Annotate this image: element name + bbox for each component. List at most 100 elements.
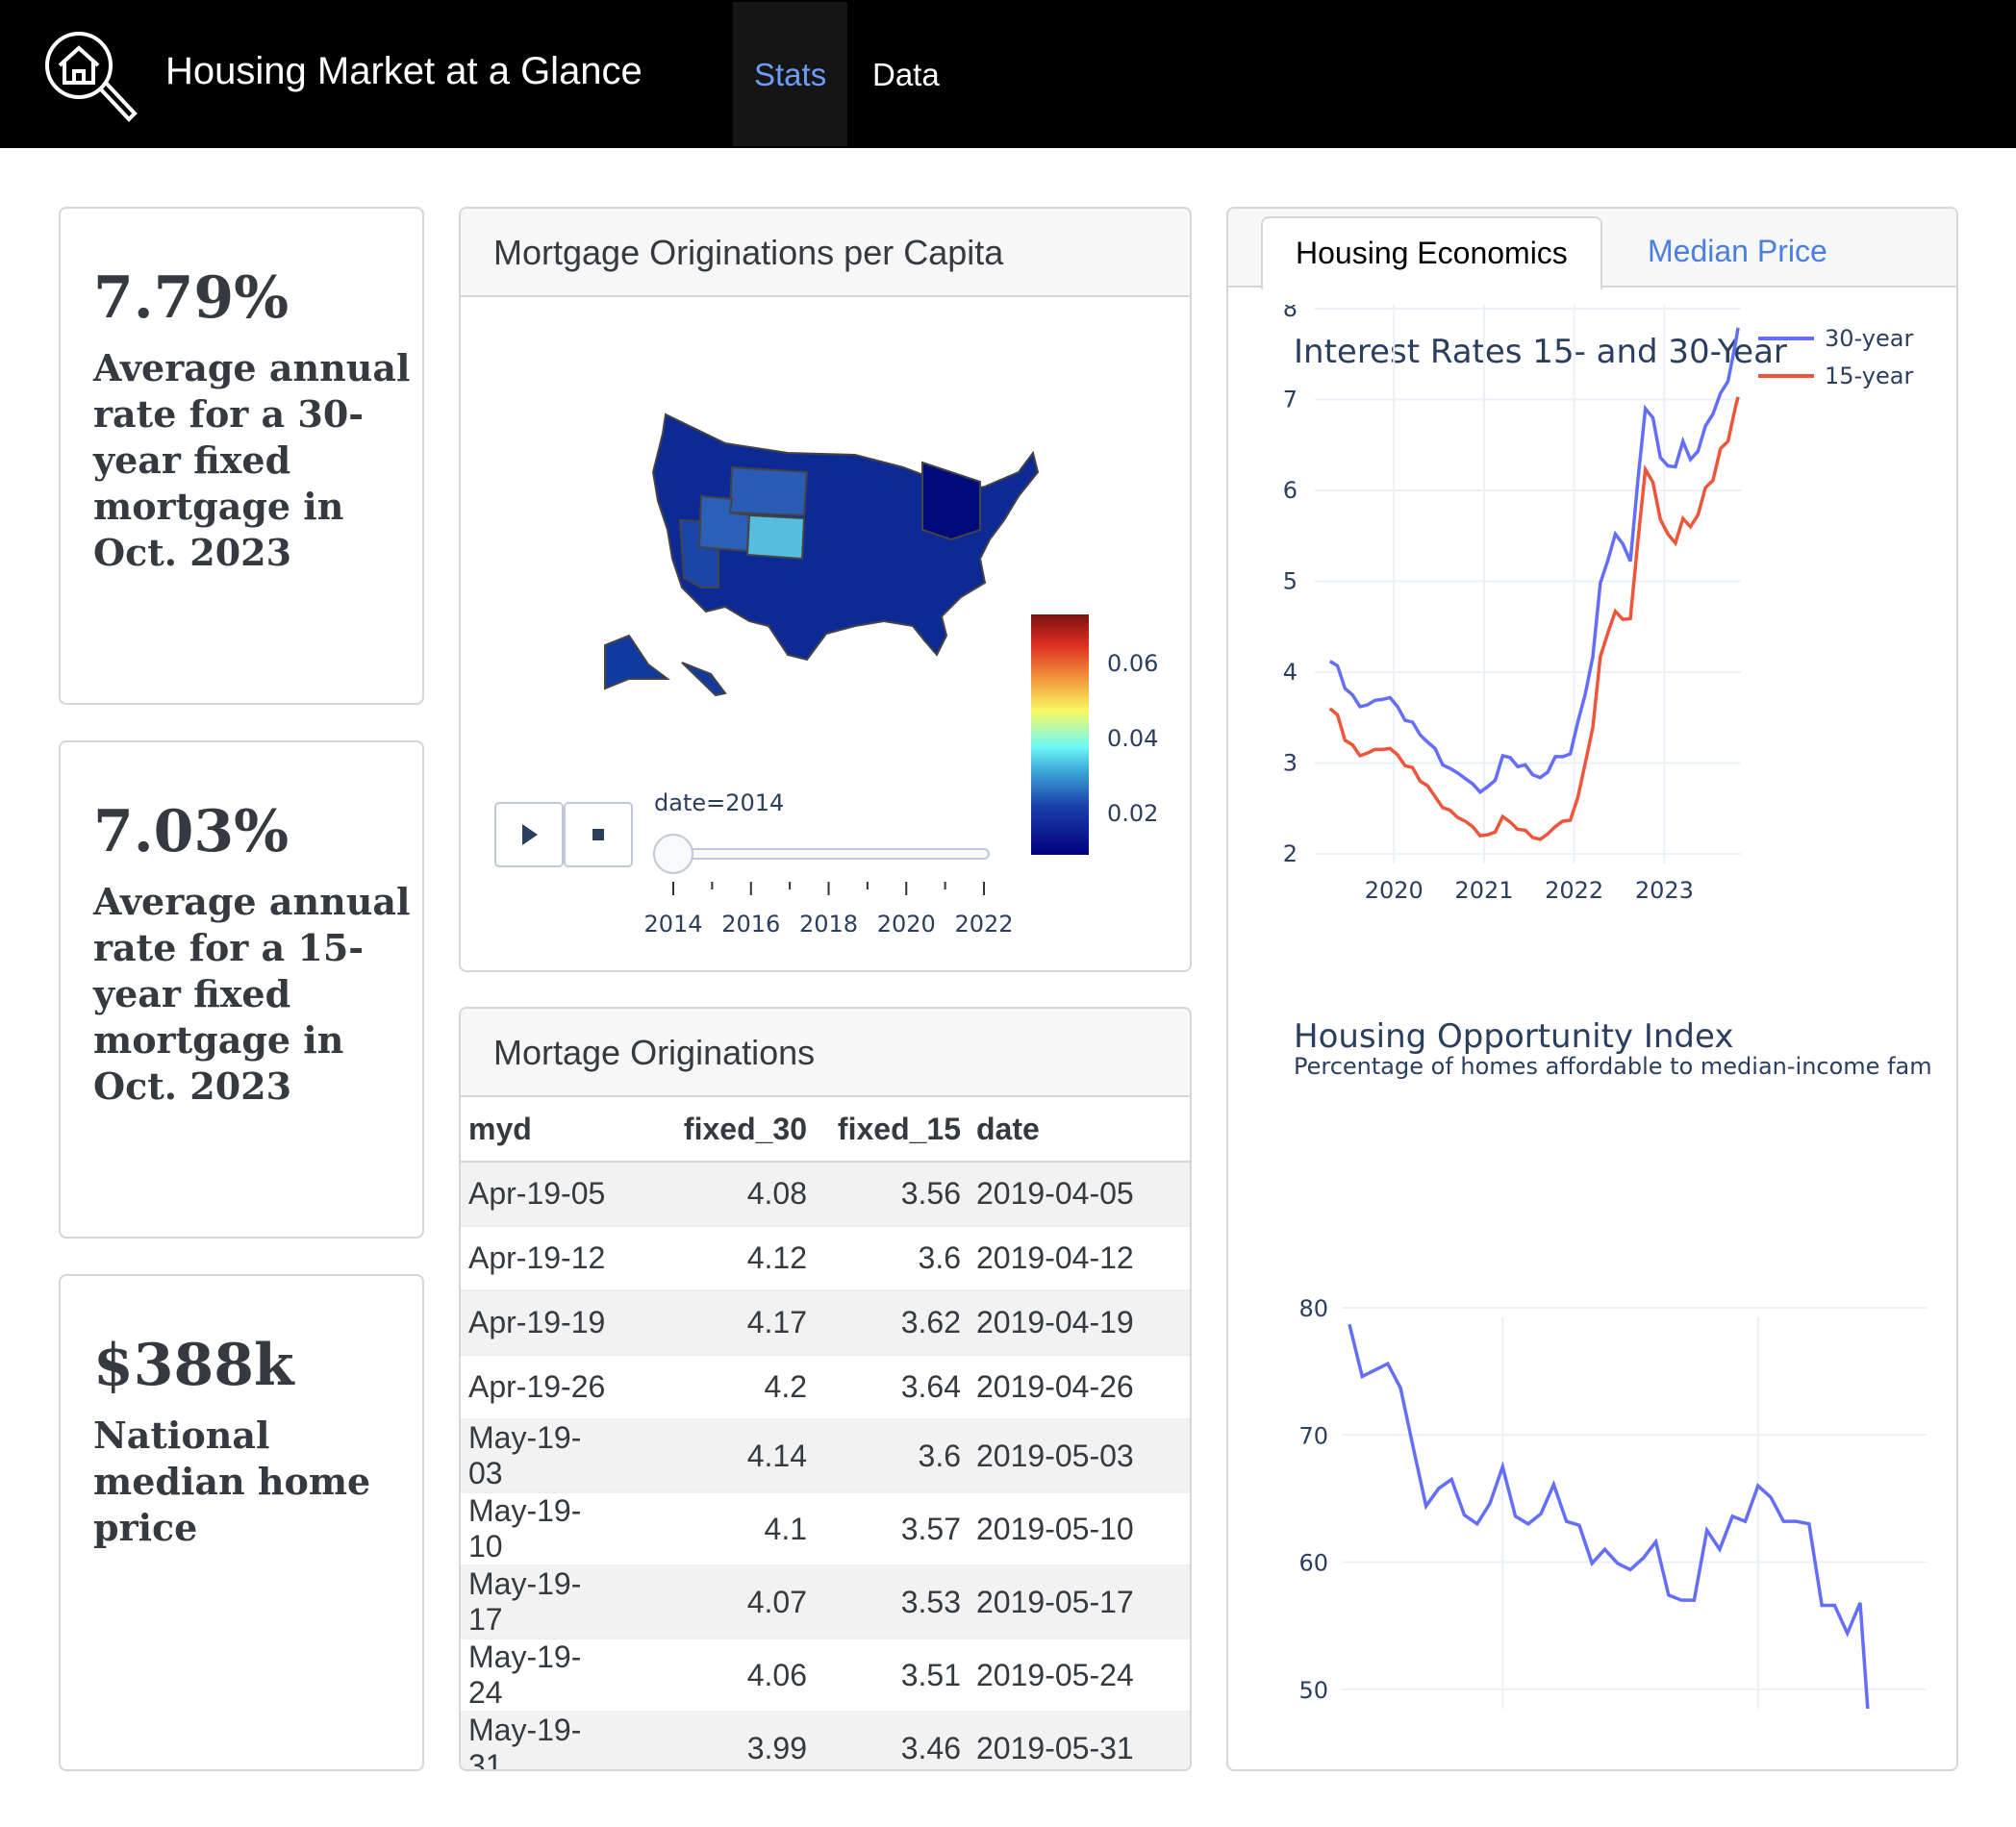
stat-value: $388k	[93, 1332, 294, 1399]
economics-card: Housing Economics Median Price Interest …	[1226, 207, 1958, 1771]
table-cell: 3.51	[815, 1639, 969, 1713]
table-cell: 3.99	[615, 1712, 815, 1769]
table-row[interactable]: Apr-19-05 4.08 3.56 2019-04-05	[461, 1162, 1190, 1227]
table-cell: 2019-05-24	[969, 1639, 1190, 1713]
tab-median-price[interactable]: Median Price	[1648, 234, 1827, 268]
stat-description: National median home price	[93, 1414, 371, 1549]
slider-label: date=2014	[654, 789, 784, 816]
colorbar-tick: 0.06	[1107, 650, 1158, 677]
table-cell: 2019-04-19	[969, 1290, 1190, 1356]
table-card: Mortage Originations myd fixed_30 fixed_…	[459, 1007, 1192, 1771]
table-cell: 3.62	[815, 1290, 969, 1356]
stat-value: 7.79%	[93, 264, 290, 332]
choropleth-map[interactable]: 0.06 0.04 0.02 date=2014 2014 2016 2018 202…	[461, 299, 1192, 972]
series-line	[1348, 1323, 1870, 1709]
colorbar-tick: 0.02	[1107, 800, 1158, 827]
y-tick-label: 80	[1298, 1295, 1328, 1322]
slider-track[interactable]	[653, 848, 990, 860]
table-cell: May-19-17	[461, 1565, 615, 1639]
us-states[interactable]	[604, 413, 1040, 697]
y-tick-label: 70	[1298, 1422, 1328, 1449]
play-icon	[522, 824, 538, 845]
tab-housing-economics[interactable]: Housing Economics	[1261, 216, 1602, 289]
tab-bar: Housing Economics Median Price	[1228, 209, 1956, 289]
table-row[interactable]: Apr-19-19 4.17 3.62 2019-04-19	[461, 1290, 1190, 1356]
table-cell: 2019-05-10	[969, 1492, 1190, 1566]
table-cell: 2019-05-31	[969, 1712, 1190, 1769]
stat-card-30yr: 7.79% Average annual rate for a 30-year f…	[59, 207, 424, 705]
table-cell: May-19-31	[461, 1712, 615, 1769]
x-tick-label: 2020	[1365, 877, 1424, 904]
legend-label: 15-year	[1825, 363, 1913, 389]
play-button[interactable]	[494, 802, 564, 867]
slider-tick-label: 2022	[954, 911, 1013, 938]
table-cell: 4.2	[615, 1355, 815, 1420]
table-cell: 2019-04-05	[969, 1162, 1190, 1227]
table-row[interactable]: May-19-03 4.14 3.6 2019-05-03	[461, 1419, 1190, 1493]
table-cell: 3.56	[815, 1162, 969, 1227]
table-cell: 4.06	[615, 1639, 815, 1713]
map-title: Mortgage Originations per Capita	[461, 209, 1190, 297]
chart-title: Interest Rates 15- and 30-Year	[1294, 333, 1787, 371]
y-tick-label: 3	[1283, 750, 1298, 777]
navbar: Housing Market at a Glance Stats Data	[0, 0, 2016, 148]
column-header[interactable]: date	[969, 1097, 1190, 1163]
y-tick-label: 6	[1283, 477, 1298, 504]
interest-rate-chart[interactable]: Interest Rates 15- and 30-Year 2 3 4 5 6 7 8 202…	[1228, 305, 1958, 997]
chart-title: Housing Opportunity Index	[1294, 1017, 1733, 1056]
chart-subtitle: Percentage of homes affordable to median…	[1294, 1053, 1932, 1080]
y-tick-label: 4	[1283, 659, 1298, 686]
y-tick-label: 2	[1283, 840, 1298, 867]
table-row[interactable]: May-19-31 3.99 3.46 2019-05-31	[461, 1712, 1190, 1769]
stat-description: Average annual rate for a 15-year fixed …	[93, 880, 411, 1108]
legend-label: 30-year	[1825, 325, 1913, 352]
table-cell: 4.07	[615, 1565, 815, 1639]
slider-tick-label: 2016	[721, 911, 780, 938]
stat-card-median-price: $388k National median home price	[59, 1274, 424, 1771]
map-card: Mortgage Originations per Capita 0.06 0.…	[459, 207, 1192, 972]
x-tick-label: 2022	[1545, 877, 1603, 904]
nav-stats[interactable]: Stats	[733, 2, 848, 146]
x-tick-label: 2021	[1454, 877, 1513, 904]
table-cell: 2019-05-17	[969, 1565, 1190, 1639]
table-row[interactable]: Apr-19-26 4.2 3.64 2019-04-26	[461, 1355, 1190, 1420]
colorbar	[1031, 614, 1089, 855]
table-cell: 3.64	[815, 1355, 969, 1420]
nav-data[interactable]: Data	[872, 57, 940, 92]
x-tick-label: 2023	[1635, 877, 1694, 904]
y-tick-label: 60	[1298, 1550, 1328, 1577]
table-cell: May-19-03	[461, 1419, 615, 1493]
table-row[interactable]: May-19-17 4.07 3.53 2019-05-17	[461, 1565, 1190, 1639]
table-cell: 4.12	[615, 1226, 815, 1291]
stop-button[interactable]	[564, 802, 633, 867]
slider-tick-label: 2018	[799, 911, 858, 938]
table-cell: Apr-19-05	[461, 1162, 615, 1227]
table-cell: 2019-05-03	[969, 1419, 1190, 1493]
column-header[interactable]: fixed_15	[815, 1097, 969, 1163]
series-line-30-year	[1328, 327, 1740, 795]
column-header[interactable]: fixed_30	[615, 1097, 815, 1163]
table-cell: 3.6	[815, 1419, 969, 1493]
table-row[interactable]: May-19-24 4.06 3.51 2019-05-24	[461, 1639, 1190, 1713]
y-tick-label: 50	[1298, 1677, 1328, 1704]
table-cell: 4.1	[615, 1492, 815, 1566]
table-cell: 2019-04-26	[969, 1355, 1190, 1420]
stop-icon	[592, 829, 604, 840]
table-cell: Apr-19-19	[461, 1290, 615, 1356]
house-magnifier-icon[interactable]	[40, 27, 146, 123]
stat-description: Average annual rate for a 30-year fixed …	[93, 346, 411, 574]
table-cell: Apr-19-26	[461, 1355, 615, 1420]
stat-card-15yr: 7.03% Average annual rate for a 15-year f…	[59, 740, 424, 1239]
table-cell: 4.08	[615, 1162, 815, 1227]
table-cell: 3.57	[815, 1492, 969, 1566]
table-cell: 3.46	[815, 1712, 969, 1769]
table-row[interactable]: Apr-19-12 4.12 3.6 2019-04-12	[461, 1226, 1190, 1291]
slider-handle[interactable]	[653, 834, 693, 874]
slider-tick-label: 2020	[877, 911, 936, 938]
table-row[interactable]: May-19-10 4.1 3.57 2019-05-10	[461, 1492, 1190, 1566]
table-title: Mortage Originations	[461, 1009, 1190, 1097]
table-cell: May-19-24	[461, 1639, 615, 1713]
column-header[interactable]: myd	[461, 1097, 615, 1163]
y-tick-label: 7	[1283, 387, 1298, 413]
